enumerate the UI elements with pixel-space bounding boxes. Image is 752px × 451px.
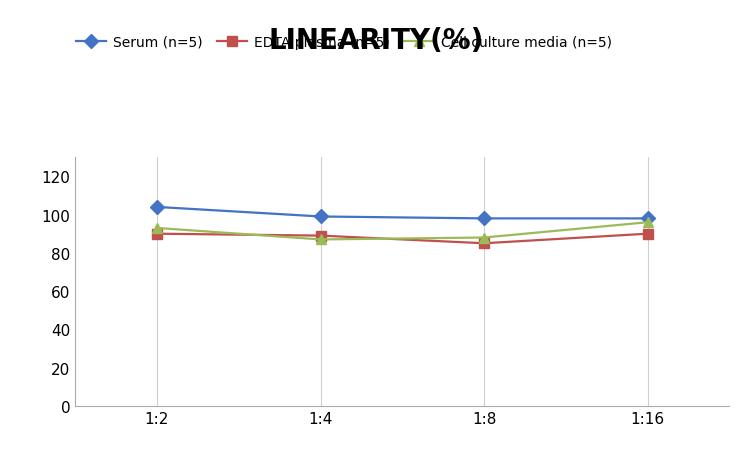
Line: Cell culture media (n=5): Cell culture media (n=5): [152, 218, 653, 245]
Cell culture media (n=5): [316, 237, 325, 243]
Serum (n=5): [480, 216, 489, 221]
Cell culture media (n=5): [480, 235, 489, 241]
Line: EDTA plasma (n=5): EDTA plasma (n=5): [152, 229, 653, 249]
Serum (n=5): [153, 205, 162, 210]
Cell culture media (n=5): [153, 226, 162, 231]
Legend: Serum (n=5), EDTA plasma (n=5), Cell culture media (n=5): Serum (n=5), EDTA plasma (n=5), Cell cul…: [76, 36, 612, 50]
EDTA plasma (n=5): [480, 241, 489, 246]
EDTA plasma (n=5): [153, 231, 162, 237]
Line: Serum (n=5): Serum (n=5): [152, 202, 653, 224]
Serum (n=5): [643, 216, 652, 221]
EDTA plasma (n=5): [316, 233, 325, 239]
Text: LINEARITY(%): LINEARITY(%): [268, 27, 484, 55]
EDTA plasma (n=5): [643, 231, 652, 237]
Cell culture media (n=5): [643, 220, 652, 226]
Serum (n=5): [316, 214, 325, 220]
